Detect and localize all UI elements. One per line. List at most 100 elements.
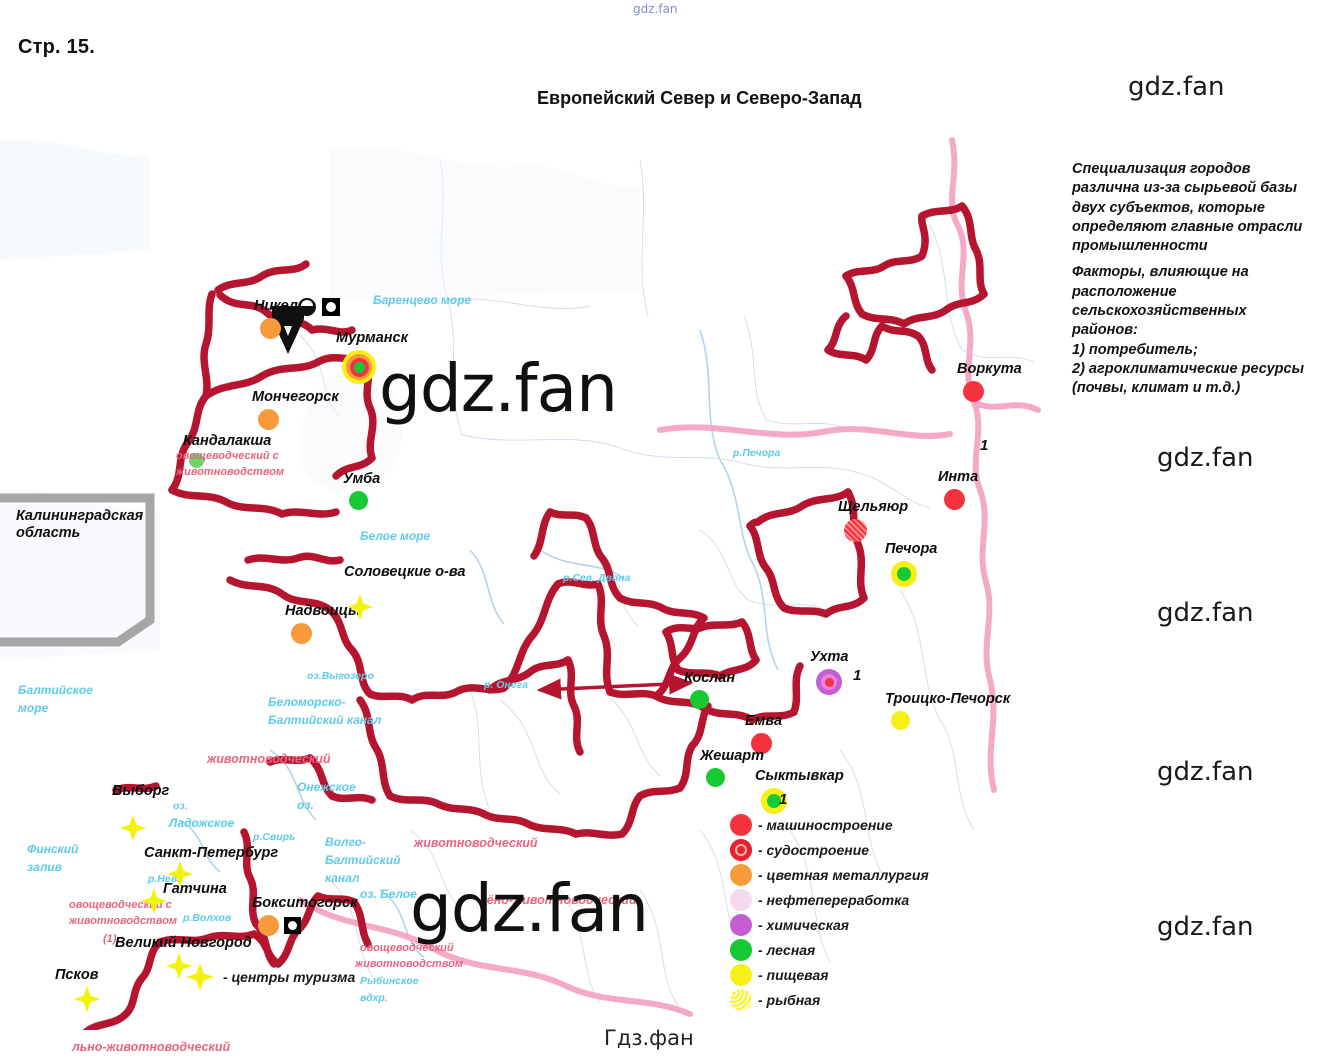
bottom-brand: Гдз.фан xyxy=(604,1026,694,1050)
city-label: Жешарт xyxy=(700,748,765,764)
watermark-right-3: gdz.fan xyxy=(1157,598,1254,628)
legend-swatch-icon xyxy=(730,813,752,836)
hydronym-label: р.Печора xyxy=(733,447,781,459)
hydronym-label: оз. Белое xyxy=(360,887,417,901)
city-label: Воркута xyxy=(957,361,1022,377)
marker-forestry xyxy=(690,690,709,709)
side-note: Специализация городов различна из-за сыр… xyxy=(1072,160,1310,398)
city-marker xyxy=(260,318,281,339)
region-number: 1 xyxy=(779,791,788,808)
city-label: Троицко-Печорск xyxy=(885,691,1011,707)
legend-row: - лесная xyxy=(730,937,929,962)
legend-row: - химическая xyxy=(730,912,929,937)
hydronym-label: Балтийское xyxy=(18,683,93,697)
legend-label: - машиностроение xyxy=(758,816,893,833)
city-marker xyxy=(342,350,376,384)
marker-machinery xyxy=(751,733,772,754)
watermark-center-2: gdz.fan xyxy=(410,870,649,947)
city-label: Щельяюр xyxy=(838,499,909,515)
hydronym-label: Балтийский канал xyxy=(268,713,382,727)
city-marker xyxy=(291,623,312,644)
watermark-right-5: gdz.fan xyxy=(1157,912,1254,942)
marker-fish-food xyxy=(761,788,787,814)
agro-label: животноводством xyxy=(176,466,285,478)
watermark-top: gdz.fan xyxy=(633,2,678,16)
city-label: Мончегорск xyxy=(252,389,339,405)
city-marker xyxy=(891,561,917,587)
side-note-item-2: 2) агроклиматические ресурсы (почвы, кли… xyxy=(1072,360,1304,397)
marker-forestry-small xyxy=(189,453,204,468)
marker-nonferrous xyxy=(291,623,312,644)
agro-label: животноводством xyxy=(355,958,464,970)
marker-fish-food xyxy=(891,561,917,587)
marker-nonferrous xyxy=(258,409,279,430)
city-marker xyxy=(751,733,772,754)
side-note-item-1: 1) потребитель; xyxy=(1072,341,1198,358)
region-number: 1 xyxy=(853,667,862,684)
marker-chemical xyxy=(816,669,842,695)
legend-swatch-icon xyxy=(730,863,752,886)
city-label: Емва xyxy=(745,713,783,729)
legend-row: - пищевая xyxy=(730,962,929,987)
legend-swatch-icon xyxy=(730,938,752,961)
city-marker xyxy=(258,915,301,936)
rivers xyxy=(179,329,779,959)
tourism-star-icon xyxy=(346,593,374,626)
city-label: Выборг xyxy=(112,783,170,799)
hydronym-label: р.Сев. Двина xyxy=(563,572,631,584)
legend-row: - нефтепереработка xyxy=(730,887,929,912)
hydronym-label: р. Онега xyxy=(484,679,528,691)
city-marker xyxy=(844,519,867,542)
legend-row: - судостроение xyxy=(730,837,929,862)
page-label: Стр. 15. xyxy=(18,36,95,58)
hydronym-label: Финский xyxy=(27,842,79,856)
marker-forestry xyxy=(349,491,368,510)
marker-food-industry xyxy=(891,711,910,730)
half-circle-icon xyxy=(298,298,316,316)
marker-nonferrous xyxy=(260,318,281,339)
hydronym-label: Балтийский xyxy=(325,853,401,867)
tourism-star-icon xyxy=(119,814,147,847)
hydronym-label: Ладожское xyxy=(169,816,235,830)
city-label: Ухта xyxy=(810,649,849,665)
hydronym-label: оз.Выгозеро xyxy=(307,670,374,682)
city-marker xyxy=(761,788,787,814)
hydronym-label: море xyxy=(18,701,49,715)
agro-label: лёно-животноводческий xyxy=(479,893,637,907)
industry-legend: - машиностроение - судостроение - цветная … xyxy=(730,812,929,1012)
city-label: Инта xyxy=(938,469,979,485)
region-outlines xyxy=(82,202,988,1030)
city-marker xyxy=(891,711,910,730)
kandalaksha-symbols xyxy=(298,298,340,316)
hydronym-label: Баренцево море xyxy=(373,293,472,307)
watermark-right-2: gdz.fan xyxy=(1157,443,1254,473)
legend-swatch-icon xyxy=(730,988,752,1011)
city-marker xyxy=(189,453,204,468)
hydronym-label: р.Волхов xyxy=(183,912,232,924)
marker-machinery-hatched xyxy=(844,519,867,542)
tourism-legend: - центры туризма xyxy=(185,962,355,992)
city-label: Умба xyxy=(343,471,381,487)
marker-forestry xyxy=(706,768,725,787)
agro-label: животноводческий xyxy=(207,752,331,766)
hydronym-label: Белое море xyxy=(360,529,431,543)
agro-label: животноводством xyxy=(69,915,178,927)
side-note-paragraph-2: Факторы, влияющие на расположение сельск… xyxy=(1072,264,1249,339)
city-marker xyxy=(944,489,965,510)
tourism-star-icon xyxy=(166,860,194,893)
city-marker xyxy=(349,491,368,510)
square-icon xyxy=(322,298,340,316)
hydronym-label: Рыбинское xyxy=(360,975,419,987)
marker-machinery xyxy=(963,381,984,402)
city-label: Никель xyxy=(254,298,307,314)
marker-nonferrous xyxy=(258,915,279,936)
hydronym-label: залив xyxy=(27,860,62,874)
agro-label: овощеводческий с xyxy=(176,450,279,462)
marker-multi-industry xyxy=(342,350,376,384)
city-marker xyxy=(963,381,984,402)
agro-label: животноводческий xyxy=(414,836,538,850)
city-marker xyxy=(816,669,842,695)
tourism-legend-label: - центры туризма xyxy=(223,969,356,985)
legend-label: - лесная xyxy=(758,941,816,958)
hydronym-label: р.Свирь xyxy=(253,831,296,843)
